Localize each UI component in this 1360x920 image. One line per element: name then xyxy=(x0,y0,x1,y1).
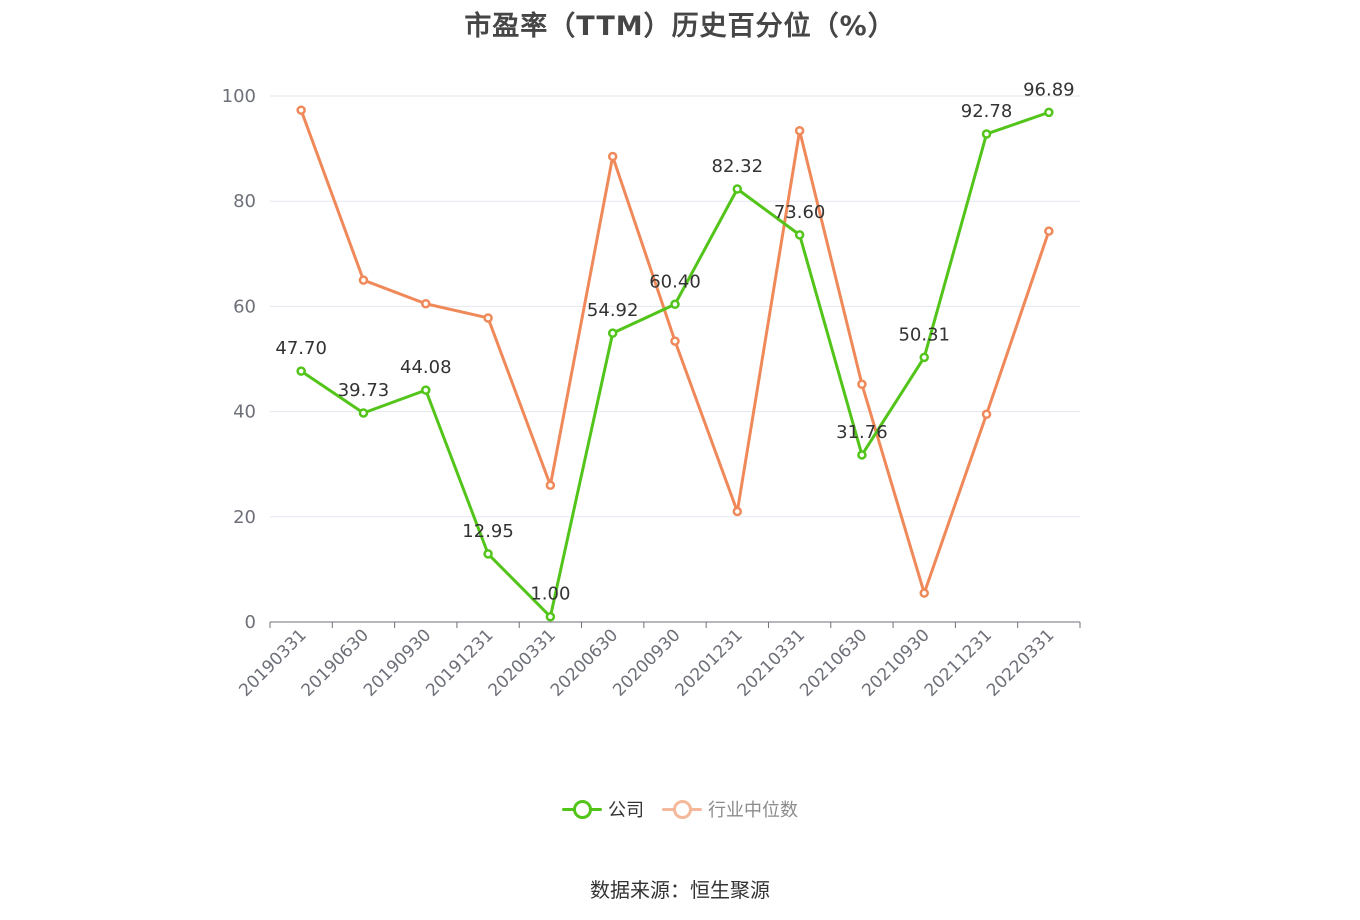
data-label: 60.40 xyxy=(649,271,701,292)
data-point-industry xyxy=(857,379,867,389)
legend-line-circle-icon xyxy=(662,799,702,819)
line-chart: 0204060801002019033120190630201909302019… xyxy=(222,79,1081,701)
legend-label-industry: 行业中位数 xyxy=(708,800,798,821)
data-point-company xyxy=(296,366,306,376)
legend-item-company[interactable]: 公司 xyxy=(562,796,644,822)
data-label: 82.32 xyxy=(712,156,764,177)
data-label: 92.78 xyxy=(961,101,1013,122)
y-tick-label: 40 xyxy=(233,402,256,423)
data-point-industry xyxy=(1044,226,1054,236)
data-point-industry xyxy=(981,409,992,419)
chart-title: 市盈率（TTM）历史百分位（%） xyxy=(464,11,896,42)
data-point-company xyxy=(545,611,556,622)
data-point-company xyxy=(732,184,743,194)
series-line-industry xyxy=(299,108,1051,595)
data-source: 数据来源：恒生聚源 xyxy=(590,878,770,902)
legend: 公司 行业中位数 xyxy=(0,796,1360,822)
data-label: 50.31 xyxy=(898,324,950,345)
y-tick-label: 60 xyxy=(233,296,256,317)
data-point-company xyxy=(981,129,992,139)
data-label: 1.00 xyxy=(530,584,570,605)
data-point-industry xyxy=(296,105,306,115)
data-point-company xyxy=(1044,107,1054,118)
legend-line-circle-icon xyxy=(562,799,602,819)
data-point-company xyxy=(483,549,493,559)
data-point-company xyxy=(421,385,431,395)
data-point-company xyxy=(794,230,805,240)
x-tick-label: 20220331 xyxy=(983,625,1058,700)
data-point-industry xyxy=(483,313,493,323)
data-point-industry xyxy=(545,480,556,490)
data-point-industry xyxy=(607,151,618,162)
data-label: 44.08 xyxy=(400,357,452,378)
data-label: 12.95 xyxy=(462,521,514,542)
data-point-industry xyxy=(670,336,680,346)
data-label: 47.70 xyxy=(275,338,327,359)
y-tick-label: 20 xyxy=(233,507,256,528)
data-label: 31.76 xyxy=(836,422,888,443)
y-tick-label: 80 xyxy=(233,191,256,212)
data-point-industry xyxy=(732,506,743,517)
legend-item-industry[interactable]: 行业中位数 xyxy=(662,796,798,822)
y-tick-label: 100 xyxy=(222,86,256,107)
data-label: 54.92 xyxy=(587,300,639,321)
data-point-industry xyxy=(919,588,929,598)
data-label: 39.73 xyxy=(338,380,390,401)
data-point-company xyxy=(607,328,618,338)
data-point-industry xyxy=(794,125,805,136)
data-label: 73.60 xyxy=(774,202,826,223)
legend-label-company: 公司 xyxy=(608,800,644,821)
data-label: 96.89 xyxy=(1023,79,1075,100)
data-point-industry xyxy=(421,299,431,309)
y-tick-label: 0 xyxy=(245,612,256,633)
data-point-industry xyxy=(358,275,369,285)
data-point-company xyxy=(670,299,680,310)
data-point-company xyxy=(358,408,369,418)
data-point-company xyxy=(857,450,867,460)
data-point-company xyxy=(919,352,929,363)
